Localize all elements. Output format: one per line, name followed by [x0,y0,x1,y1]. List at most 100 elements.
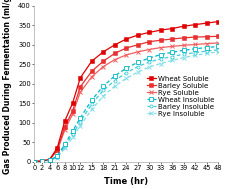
Wheat Insoluble [56,155,58,157]
Wheat Soluble [33,160,36,163]
Rye Insoluble [90,108,93,111]
Rye Soluble [159,46,161,49]
Wheat Insoluble [40,160,43,162]
Barley Soluble [33,160,36,163]
Wheat Soluble [101,51,104,53]
Wheat Soluble [216,20,219,23]
Rye Soluble [124,54,127,56]
Barley Insoluble [124,72,127,74]
Barley Insoluble [205,50,207,52]
Wheat Soluble [170,27,173,30]
Rye Insoluble [170,59,173,62]
Wheat Soluble [193,23,196,26]
Barley Insoluble [48,159,51,161]
Barley Soluble [56,149,58,151]
Rye Insoluble [101,95,104,97]
Barley Soluble [48,158,51,161]
Wheat Soluble [136,34,139,36]
Barley Soluble [113,52,116,55]
Line: Wheat Soluble: Wheat Soluble [33,20,219,163]
Rye Soluble [216,42,219,44]
Barley Soluble [63,125,66,128]
Rye Soluble [63,129,66,131]
Wheat Soluble [79,77,81,79]
Wheat Insoluble [124,67,127,69]
Wheat Insoluble [101,85,104,87]
Barley Soluble [159,39,161,41]
Rye Insoluble [48,159,51,161]
Wheat Soluble [147,31,150,33]
Rye Soluble [33,160,36,163]
Barley Insoluble [193,51,196,54]
Wheat Insoluble [33,160,36,163]
Rye Insoluble [40,160,43,162]
Wheat Soluble [113,44,116,46]
Barley Soluble [40,160,43,162]
Wheat Insoluble [79,117,81,119]
Rye Soluble [71,113,74,115]
Rye Insoluble [63,147,66,149]
Rye Soluble [205,43,207,45]
Rye Insoluble [159,62,161,65]
Barley Soluble [170,38,173,40]
Rye Insoluble [216,51,219,53]
Rye Soluble [56,149,58,152]
Line: Barley Soluble: Barley Soluble [33,35,219,163]
Barley Insoluble [33,160,36,163]
Barley Soluble [79,86,81,88]
Barley Insoluble [101,89,104,91]
Rye Soluble [40,160,43,162]
Barley Insoluble [113,80,116,82]
Line: Barley Insoluble: Barley Insoluble [33,48,219,163]
Legend: Wheat Soluble, Barley Soluble, Rye Soluble, Wheat Insoluble, Barley Insoluble, R: Wheat Soluble, Barley Soluble, Rye Solub… [146,75,214,118]
Barley Insoluble [136,66,139,68]
Wheat Soluble [63,119,66,122]
Barley Insoluble [40,160,43,162]
Wheat Soluble [205,22,207,24]
Rye Soluble [79,91,81,93]
Barley Soluble [147,41,150,43]
Wheat Insoluble [71,130,74,132]
Wheat Insoluble [147,57,150,59]
Wheat Insoluble [216,45,219,48]
Barley Soluble [205,36,207,38]
Wheat Insoluble [63,143,66,145]
Rye Insoluble [182,57,184,59]
Wheat Insoluble [182,49,184,51]
Wheat Insoluble [136,61,139,64]
Rye Insoluble [193,54,196,57]
Barley Soluble [216,35,219,37]
Wheat Insoluble [113,75,116,77]
Rye Insoluble [33,160,36,163]
Rye Soluble [193,43,196,46]
Barley Insoluble [90,103,93,105]
Rye Soluble [113,58,116,61]
Barley Soluble [71,110,74,112]
Rye Insoluble [79,125,81,127]
Wheat Insoluble [159,53,161,56]
Line: Wheat Insoluble: Wheat Insoluble [33,45,219,163]
Barley Insoluble [147,61,150,63]
Barley Insoluble [63,145,66,147]
Wheat Soluble [40,160,43,162]
Rye Insoluble [205,52,207,55]
Barley Insoluble [71,133,74,135]
Barley Insoluble [216,49,219,51]
Line: Rye Soluble: Rye Soluble [32,41,219,163]
Wheat Soluble [124,38,127,40]
Wheat Soluble [90,60,93,62]
Wheat Insoluble [193,48,196,50]
Wheat Soluble [56,147,58,149]
Rye Insoluble [56,156,58,159]
Wheat Soluble [48,158,51,161]
Wheat Insoluble [170,51,173,53]
Rye Insoluble [124,77,127,79]
Rye Soluble [136,51,139,53]
Barley Soluble [101,60,104,62]
Rye Insoluble [147,66,150,68]
Rye Soluble [90,76,93,78]
Barley Soluble [136,44,139,46]
Wheat Insoluble [205,46,207,49]
Barley Insoluble [79,121,81,123]
Barley Soluble [124,47,127,49]
